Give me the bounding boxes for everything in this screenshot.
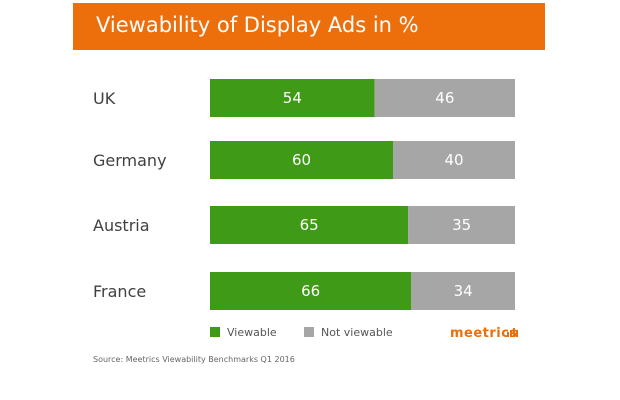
bar-not-viewable bbox=[374, 79, 515, 117]
meetrics-logo: meetrics bbox=[450, 326, 518, 341]
data-label: 54 bbox=[283, 89, 302, 107]
legend-swatch bbox=[210, 327, 220, 337]
bar-not-viewable bbox=[411, 272, 515, 310]
legend-swatch bbox=[304, 327, 314, 337]
bar-viewable bbox=[210, 206, 409, 244]
bar-viewable bbox=[210, 272, 412, 310]
data-label: 46 bbox=[435, 89, 454, 107]
data-label: 66 bbox=[301, 282, 320, 300]
bar-viewable bbox=[210, 141, 393, 179]
logo-bar-icon bbox=[516, 330, 518, 337]
logo-bar-icon bbox=[510, 330, 512, 337]
chart-title-bar: Viewability of Display Ads in % bbox=[73, 3, 545, 50]
bar-not-viewable bbox=[408, 206, 515, 244]
source-note: Source: Meetrics Viewability Benchmarks … bbox=[93, 355, 295, 364]
logo-bar-icon bbox=[513, 328, 515, 337]
data-label: 34 bbox=[454, 282, 473, 300]
data-label: 40 bbox=[444, 151, 463, 169]
data-label: 65 bbox=[300, 216, 319, 234]
category-label: UK bbox=[93, 89, 116, 108]
legend-label: Viewable bbox=[227, 326, 277, 339]
data-label: 60 bbox=[292, 151, 311, 169]
data-label: 35 bbox=[452, 216, 471, 234]
logo-bar-icon bbox=[507, 332, 509, 337]
category-label: France bbox=[93, 282, 146, 301]
category-label: Austria bbox=[93, 216, 150, 235]
bar-not-viewable bbox=[393, 141, 515, 179]
category-label: Germany bbox=[93, 151, 167, 170]
chart-title: Viewability of Display Ads in % bbox=[96, 13, 419, 37]
legend-label: Not viewable bbox=[321, 326, 393, 339]
bar-viewable bbox=[210, 79, 375, 117]
